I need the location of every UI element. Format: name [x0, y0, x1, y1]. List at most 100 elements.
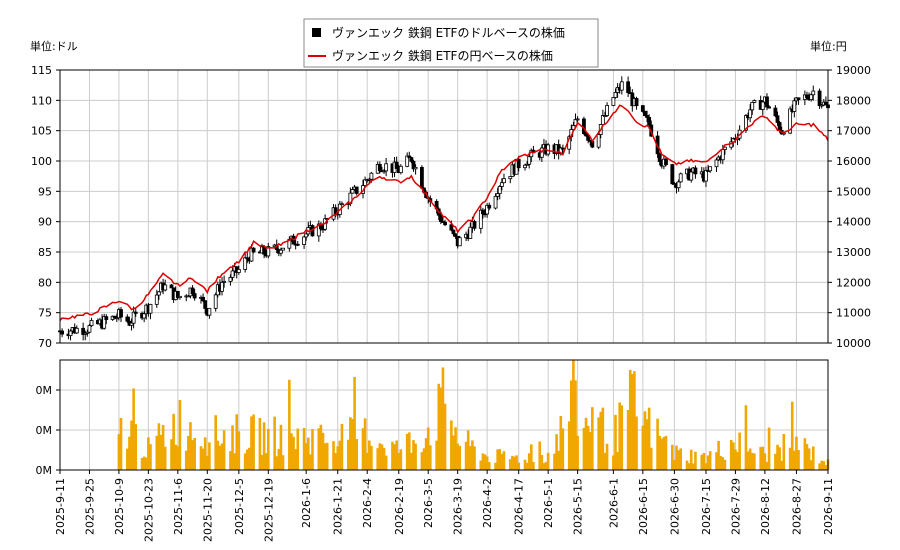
volume-bar: [193, 437, 196, 470]
volume-bar: [296, 428, 300, 470]
volume-bar: [471, 440, 474, 470]
volume-bar: [397, 453, 401, 470]
volume-bar: [184, 450, 188, 470]
candle-body: [472, 221, 477, 229]
x-tick-label: 2025-11-6: [172, 478, 185, 535]
candle-body: [744, 115, 748, 131]
volume-bar: [515, 455, 518, 470]
candle-body: [114, 317, 119, 320]
volume-bar: [715, 452, 718, 470]
volume-bar: [353, 376, 356, 470]
candle-body: [420, 166, 424, 189]
candle-body: [605, 105, 609, 116]
volume-bar: [502, 451, 506, 470]
volume-bar: [452, 435, 455, 470]
candle-body: [363, 179, 367, 186]
candle-body: [647, 117, 652, 126]
volume-bar: [487, 462, 491, 470]
volume-bar: [422, 448, 426, 470]
candle-body: [640, 105, 645, 112]
volume-bar: [689, 449, 693, 470]
volume-bar: [811, 446, 815, 470]
volume-bar: [395, 440, 398, 470]
candle-body: [523, 164, 527, 169]
volume-bar: [588, 431, 592, 470]
candle-body: [228, 276, 233, 282]
volume-bar: [685, 460, 689, 470]
candle-body: [68, 330, 73, 337]
volume-bar: [450, 420, 453, 470]
volume-bar: [618, 402, 621, 470]
volume-bar: [273, 416, 276, 470]
candle-body: [201, 296, 205, 302]
volume-bar: [584, 417, 588, 470]
volume-bar: [407, 432, 411, 470]
candle-body: [657, 153, 662, 162]
candle-body: [169, 284, 174, 289]
right-axis-ticks: 10000 11000 12000 13000 14000 15000 16000 17000…: [828, 64, 871, 350]
candle-body: [773, 107, 778, 117]
volume-bar: [119, 418, 123, 470]
volume-bar: [481, 453, 485, 470]
left-tick-label: 115: [31, 64, 52, 77]
candle-body: [438, 214, 443, 222]
left-axis-unit-label: 単位:ドル: [30, 39, 78, 53]
candle-body: [131, 311, 136, 324]
candle-body: [527, 156, 532, 165]
left-tick-label: 80: [38, 276, 52, 289]
candle-body: [413, 166, 418, 170]
candle-body: [74, 327, 79, 334]
candle-body: [596, 134, 601, 148]
volume-tick-label: 0M: [36, 384, 53, 397]
candle-body: [481, 209, 485, 215]
volume-bar: [774, 453, 777, 470]
volume-bar: [321, 432, 325, 470]
volume-bar: [675, 445, 678, 470]
volume-bar: [317, 428, 321, 470]
volume-bar: [546, 452, 550, 470]
volume-bar: [793, 450, 796, 470]
candle-body: [767, 106, 771, 109]
volume-bar: [567, 421, 571, 470]
volume-bar: [574, 380, 577, 470]
volume-bar: [437, 383, 441, 470]
volume-bar: [576, 435, 579, 470]
volume-bar: [464, 441, 468, 470]
volume-bar: [670, 444, 674, 470]
volume-bar: [117, 434, 121, 470]
volume-bar: [820, 460, 823, 470]
right-tick-label: 12000: [836, 276, 871, 289]
volume-bar: [807, 448, 811, 470]
volume-bar: [248, 447, 251, 470]
volume-bar: [736, 452, 739, 470]
volume-bar: [797, 449, 800, 470]
candle-body: [377, 164, 382, 172]
volume-bar: [429, 445, 432, 470]
volume-bar: [304, 443, 308, 470]
candle-body: [664, 158, 668, 165]
candle-body: [819, 104, 824, 107]
volume-bar: [424, 438, 428, 470]
candle-body: [382, 170, 386, 173]
volume-bar: [201, 448, 205, 470]
volume-bar: [631, 373, 634, 470]
candle-body: [792, 100, 797, 112]
volume-bar: [530, 444, 533, 470]
candle-body: [817, 90, 822, 107]
volume-bar: [294, 449, 297, 470]
volume-bar: [355, 439, 358, 470]
volume-bar: [174, 444, 178, 470]
volume-bar: [264, 453, 268, 470]
x-tick-label: 2026-6-15: [637, 478, 650, 535]
candle-body: [203, 300, 208, 309]
candle-body: [575, 118, 580, 121]
candle-body: [409, 157, 414, 162]
candle-body: [760, 101, 765, 110]
volume-bar: [338, 440, 342, 470]
volume-bar: [203, 437, 207, 470]
volume-bar: [706, 455, 710, 470]
volume-bar: [189, 422, 192, 470]
volume-bar: [325, 442, 329, 470]
volume-bar: [382, 447, 386, 470]
volume-bar: [147, 437, 150, 470]
